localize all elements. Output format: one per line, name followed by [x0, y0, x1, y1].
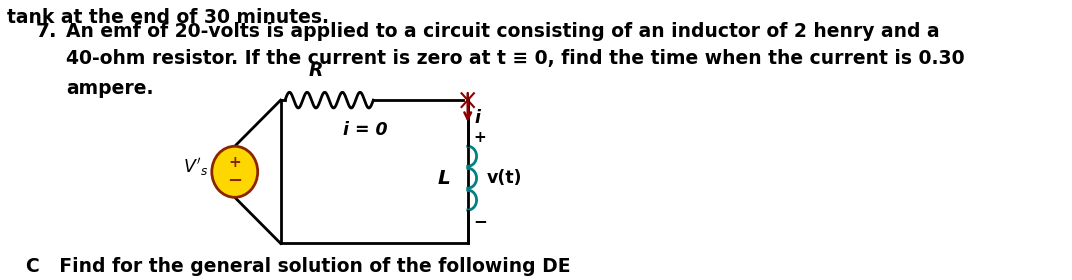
- Text: $V'_s$: $V'_s$: [183, 156, 208, 178]
- Text: −: −: [473, 212, 487, 230]
- Text: L: L: [437, 169, 450, 188]
- Text: An emf of 20-volts is applied to a circuit consisting of an inductor of 2 henry : An emf of 20-volts is applied to a circu…: [66, 22, 940, 41]
- Text: 40-ohm resistor. If the current is zero at t ≡ 0, find the time when the current: 40-ohm resistor. If the current is zero …: [66, 49, 965, 68]
- Circle shape: [212, 146, 257, 197]
- Text: i = 0: i = 0: [343, 121, 388, 139]
- Text: ampere.: ampere.: [66, 78, 153, 97]
- Text: R: R: [309, 62, 323, 80]
- Text: −: −: [227, 172, 242, 190]
- Text: tank at the end of 30 minutes.: tank at the end of 30 minutes.: [8, 8, 329, 27]
- Text: 7.: 7.: [35, 22, 57, 41]
- Text: C   Find for the general solution of the following DE: C Find for the general solution of the f…: [27, 257, 571, 276]
- Text: v(t): v(t): [487, 169, 523, 187]
- Text: i: i: [475, 109, 480, 127]
- Text: +: +: [228, 155, 241, 171]
- Text: +: +: [473, 130, 486, 145]
